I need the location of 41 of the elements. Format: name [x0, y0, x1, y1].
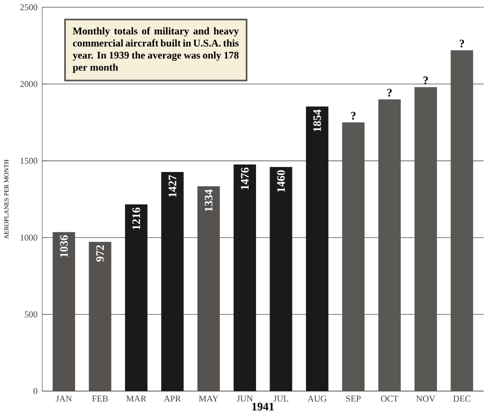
- data-label: 1854: [313, 110, 322, 132]
- x-tick-label: APR: [164, 396, 182, 402]
- x-tick-label: DEC: [453, 396, 470, 402]
- data-label: 972: [96, 245, 104, 262]
- data-label: 1460: [277, 170, 285, 192]
- bar: [270, 167, 292, 392]
- bar: [342, 122, 365, 392]
- data-label: 1334: [204, 189, 212, 212]
- x-tick-label: OCT: [380, 396, 398, 402]
- data-label: 1476: [240, 168, 249, 190]
- y-tick-label: 1500: [20, 158, 38, 164]
- x-axis-title: 1941: [252, 402, 274, 411]
- y-tick-label: 2000: [20, 81, 38, 88]
- bar: [378, 100, 401, 392]
- data-label: ?: [460, 40, 464, 48]
- data-label: ?: [424, 76, 428, 84]
- bar: [306, 106, 328, 392]
- x-tick-label: FEB: [92, 396, 108, 402]
- x-tick-label: JUL: [273, 396, 288, 402]
- x-tick-label: NOV: [416, 396, 436, 402]
- annotation: Monthly totals of military and heavy commercial aircraft built in U.S.A. this year. In 1939 the average was only 178 per month: [72, 27, 239, 73]
- data-label: 1427: [168, 175, 176, 197]
- data-label: 1036: [60, 235, 68, 258]
- bar: [161, 172, 184, 392]
- x-tick-label: MAY: [198, 396, 218, 402]
- x-tick-label: JAN: [56, 396, 72, 402]
- bar: [234, 164, 256, 392]
- x-tick-label: AUG: [308, 396, 327, 402]
- y-tick-label: 0: [34, 388, 38, 394]
- y-tick-label: 2500: [20, 4, 38, 10]
- bar: [125, 204, 148, 392]
- y-tick-label: 500: [24, 311, 38, 318]
- data-label: ?: [351, 112, 356, 120]
- x-tick-label: JUN: [236, 396, 253, 402]
- data-label: 1216: [132, 208, 140, 230]
- x-tick-label: MAR: [126, 396, 146, 402]
- y-tick-label: 1000: [20, 234, 38, 241]
- bar: [414, 87, 437, 392]
- bar: [450, 50, 474, 392]
- x-tick-label: SEP: [346, 396, 361, 402]
- data-label: ?: [387, 88, 392, 97]
